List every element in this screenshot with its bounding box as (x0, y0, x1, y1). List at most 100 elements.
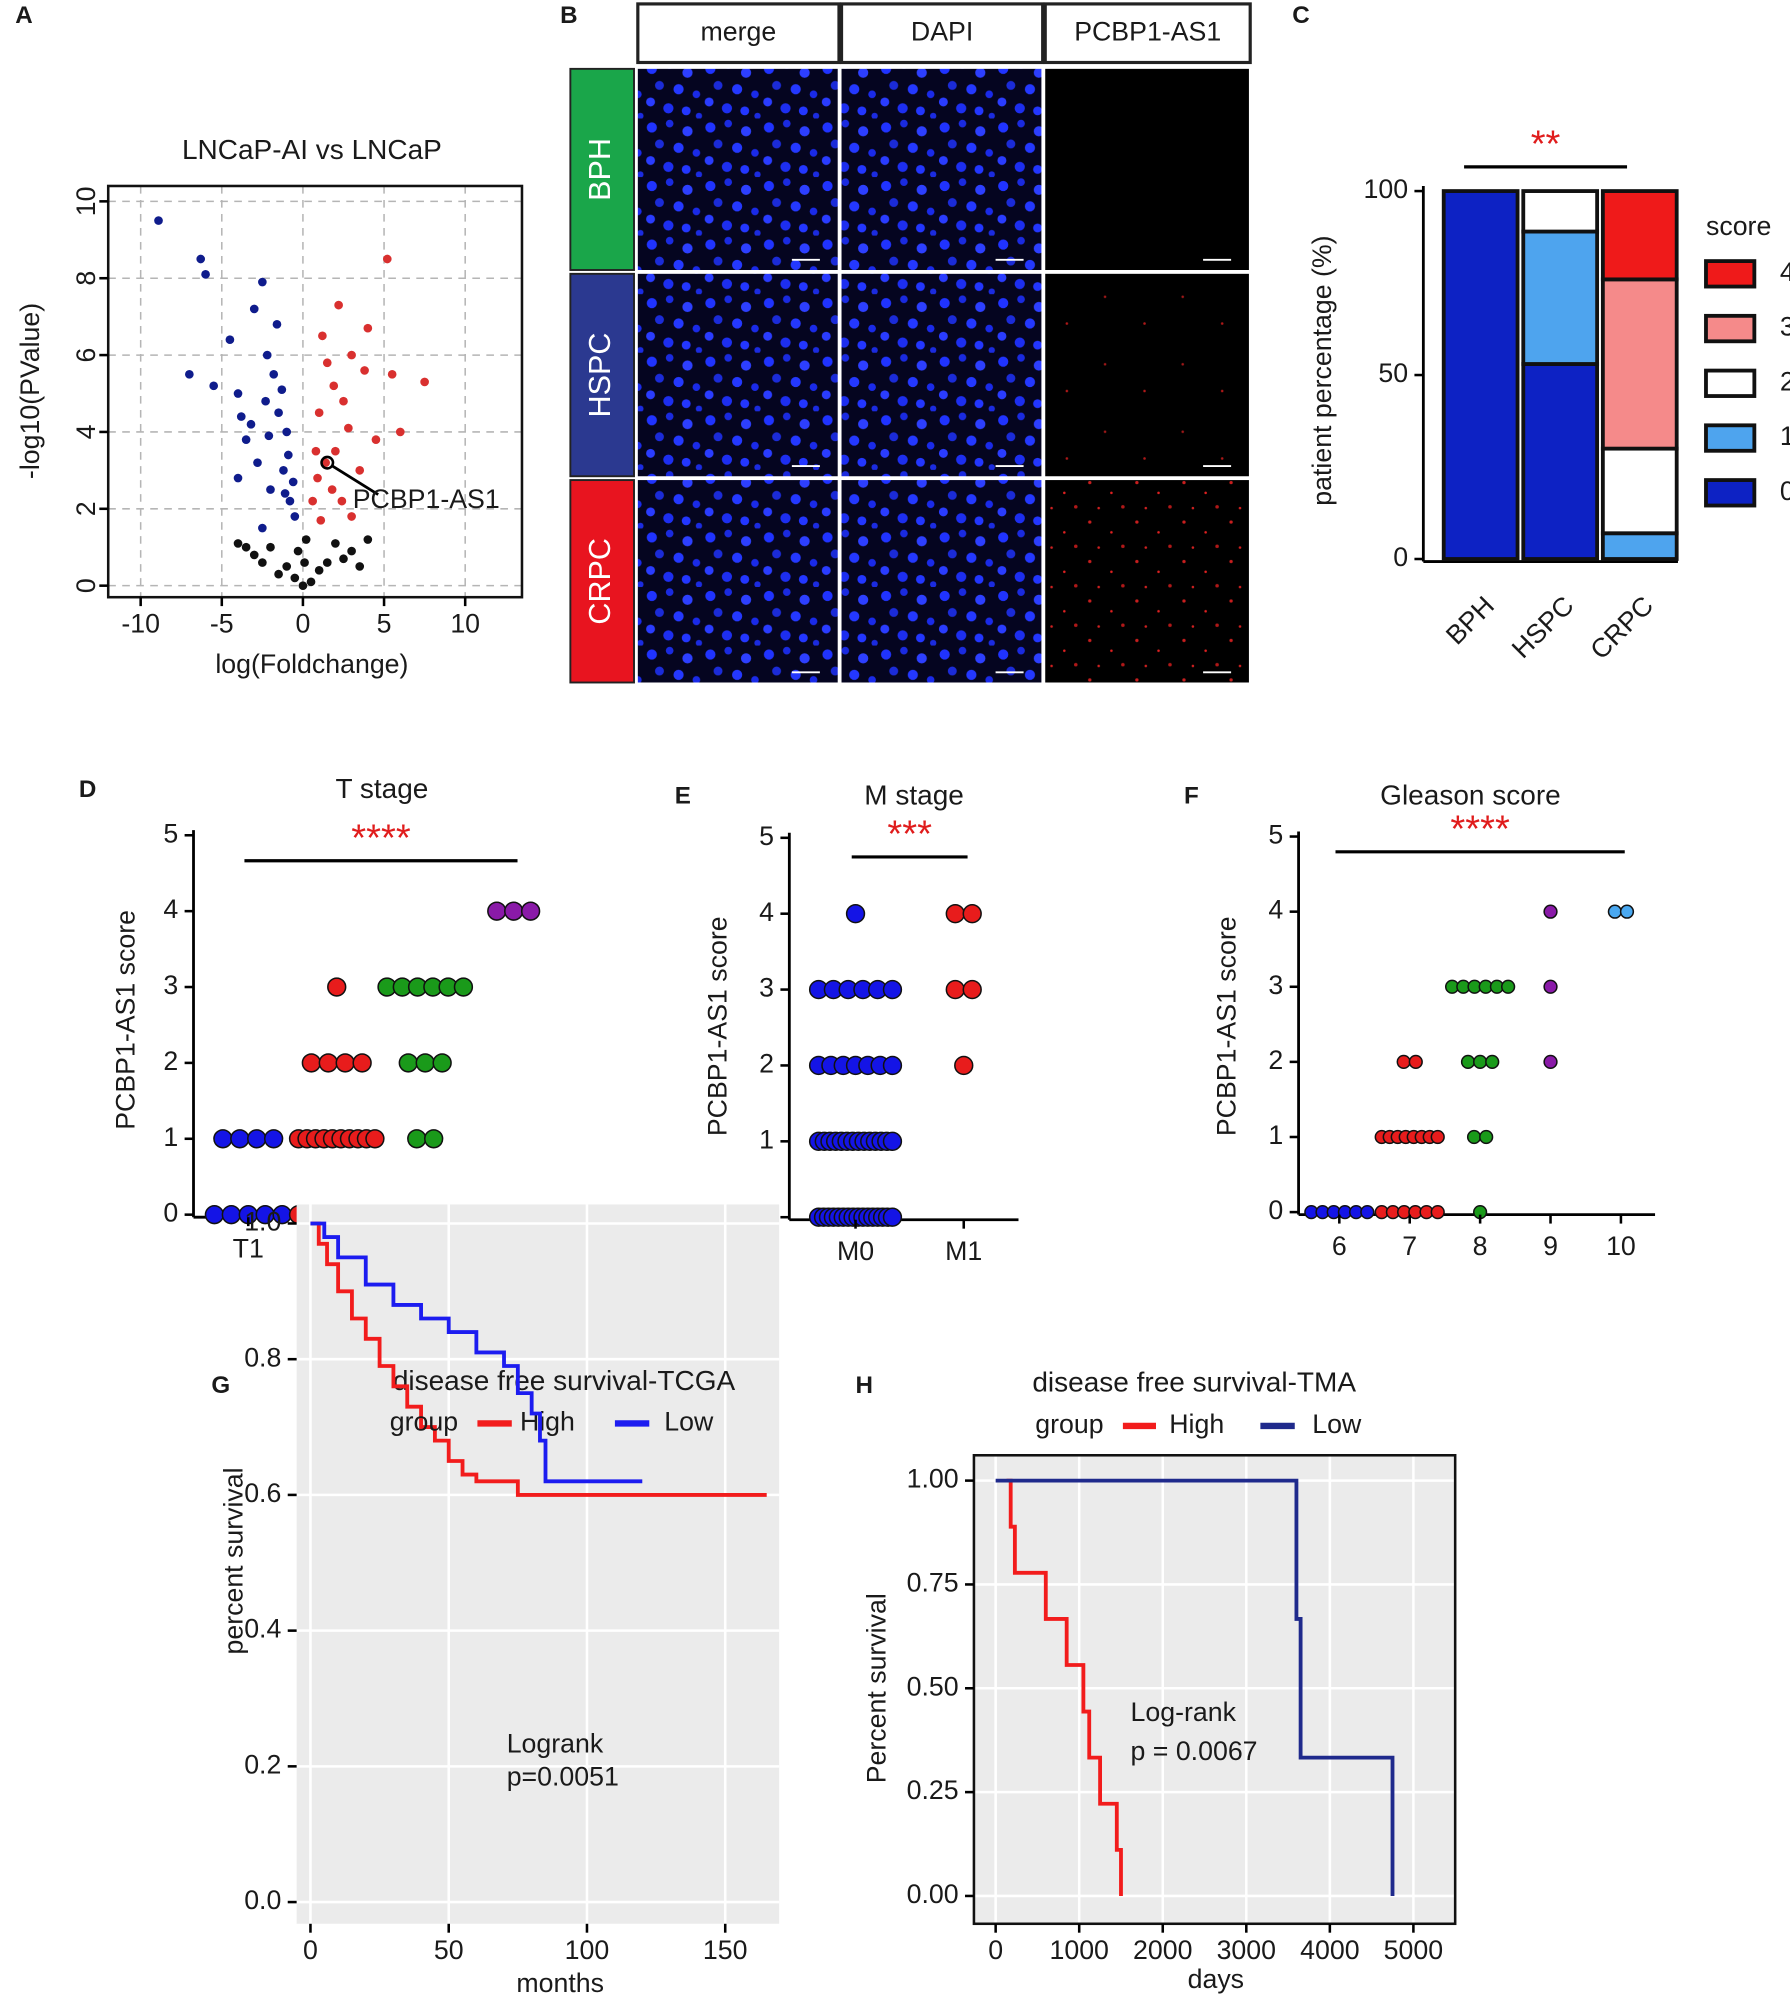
chart-title: disease free survival-TMA (1032, 1366, 1356, 1397)
point (347, 350, 356, 360)
chart-title: LNCaP-AI vs LNCaP (182, 134, 442, 165)
point (269, 369, 279, 379)
column-header-box (636, 2, 841, 65)
point (154, 216, 163, 225)
y-tick-label: 0.4 (244, 1614, 281, 1644)
row-header: CRPC (583, 538, 617, 625)
point (288, 477, 298, 487)
dot (1472, 1054, 1488, 1070)
column-header: DAPI (911, 16, 973, 46)
legend-title: score (1706, 211, 1771, 241)
y-tick-label: 50 (1378, 358, 1408, 388)
point (282, 562, 292, 571)
point (266, 485, 275, 494)
row-header: HSPC (583, 333, 617, 418)
point (262, 350, 272, 360)
y-tick-label: 5 (163, 818, 178, 848)
point (382, 254, 392, 264)
bar-segment (1600, 446, 1679, 536)
x-tick-label: BPH (1440, 590, 1500, 650)
point (201, 270, 210, 279)
x-tick-label: 150 (703, 1935, 748, 1965)
y-tick-label: 3 (163, 970, 178, 1000)
annotation: Log-rank (1131, 1697, 1237, 1727)
x-tick-label: M0 (837, 1236, 874, 1266)
legend-label: Low (664, 1407, 714, 1437)
point (308, 496, 317, 506)
column-header: merge (701, 16, 777, 46)
dot (204, 1204, 225, 1225)
significance-label: **** (1450, 808, 1510, 851)
point (258, 523, 267, 533)
x-tick-label: 0 (303, 1935, 318, 1965)
row-header-box (569, 479, 635, 684)
dot (335, 1053, 355, 1073)
point (241, 542, 251, 552)
point (264, 431, 274, 441)
dot (520, 901, 541, 921)
dot (882, 1055, 903, 1076)
y-tick-label: 4 (1268, 895, 1283, 925)
legend-title: group (390, 1407, 458, 1437)
micrograph (841, 480, 1042, 683)
y-axis-label: PCBP1-AS1 score (1212, 916, 1242, 1136)
x-axis-label: days (1188, 1964, 1244, 1994)
micrograph (1045, 480, 1249, 683)
y-tick-label: 1.0 (244, 1207, 281, 1237)
point (261, 396, 270, 406)
legend-label: High (520, 1407, 575, 1437)
legend-swatch (1704, 313, 1757, 344)
bar-segment (1521, 362, 1600, 561)
micrograph (1045, 68, 1249, 271)
bar-segment (1600, 531, 1679, 561)
y-axis-label: Percent survival (862, 1593, 892, 1783)
point (339, 396, 348, 406)
panel-letter: D (79, 776, 96, 803)
y-axis-label: patient percentage (%) (1307, 235, 1337, 505)
y-tick-label: 0.0 (244, 1885, 281, 1915)
annotation: p=0.0051 (507, 1762, 619, 1792)
legend-label: 3 (1780, 312, 1790, 342)
micrograph (841, 273, 1042, 477)
y-axis-label: -log10(PValue) (15, 303, 45, 479)
legend-label: Low (1312, 1409, 1362, 1439)
point (347, 512, 356, 521)
point (355, 466, 365, 475)
x-tick-label: 4000 (1300, 1935, 1359, 1965)
y-tick-label: 1 (759, 1124, 774, 1154)
legend-swatch (1704, 368, 1757, 398)
y-tick-label: 0.2 (244, 1749, 281, 1779)
point (322, 558, 332, 567)
dot (1543, 979, 1558, 994)
y-tick-label: 4 (163, 894, 178, 924)
column-header: PCBP1-AS1 (1074, 16, 1221, 46)
dot (945, 979, 965, 1000)
plot-frame (106, 184, 524, 599)
point (290, 512, 300, 521)
point (246, 419, 256, 429)
point (331, 539, 340, 548)
point (233, 473, 243, 483)
y-axis-label: PCBP1-AS1 score (110, 910, 140, 1130)
dot (845, 904, 866, 924)
point (249, 550, 259, 560)
survival-line (310, 1221, 643, 1484)
legend-label: 1 (1780, 421, 1790, 451)
panel-letter: C (1292, 2, 1309, 29)
dot (432, 1053, 452, 1073)
dot (1543, 904, 1558, 919)
chart-title: Gleason score (1380, 779, 1561, 810)
x-tick-label: 9 (1543, 1231, 1558, 1261)
point (241, 435, 251, 444)
point (360, 366, 369, 375)
dot (415, 1053, 435, 1073)
y-tick-label: 0 (163, 1198, 178, 1228)
dot (365, 1129, 385, 1149)
bar-segment (1600, 277, 1679, 451)
dot (882, 1131, 903, 1152)
point (209, 381, 219, 391)
point (300, 558, 309, 567)
y-tick-label: 0.00 (907, 1879, 959, 1909)
x-tick-label: 0 (295, 608, 310, 638)
dot (1396, 1054, 1411, 1070)
